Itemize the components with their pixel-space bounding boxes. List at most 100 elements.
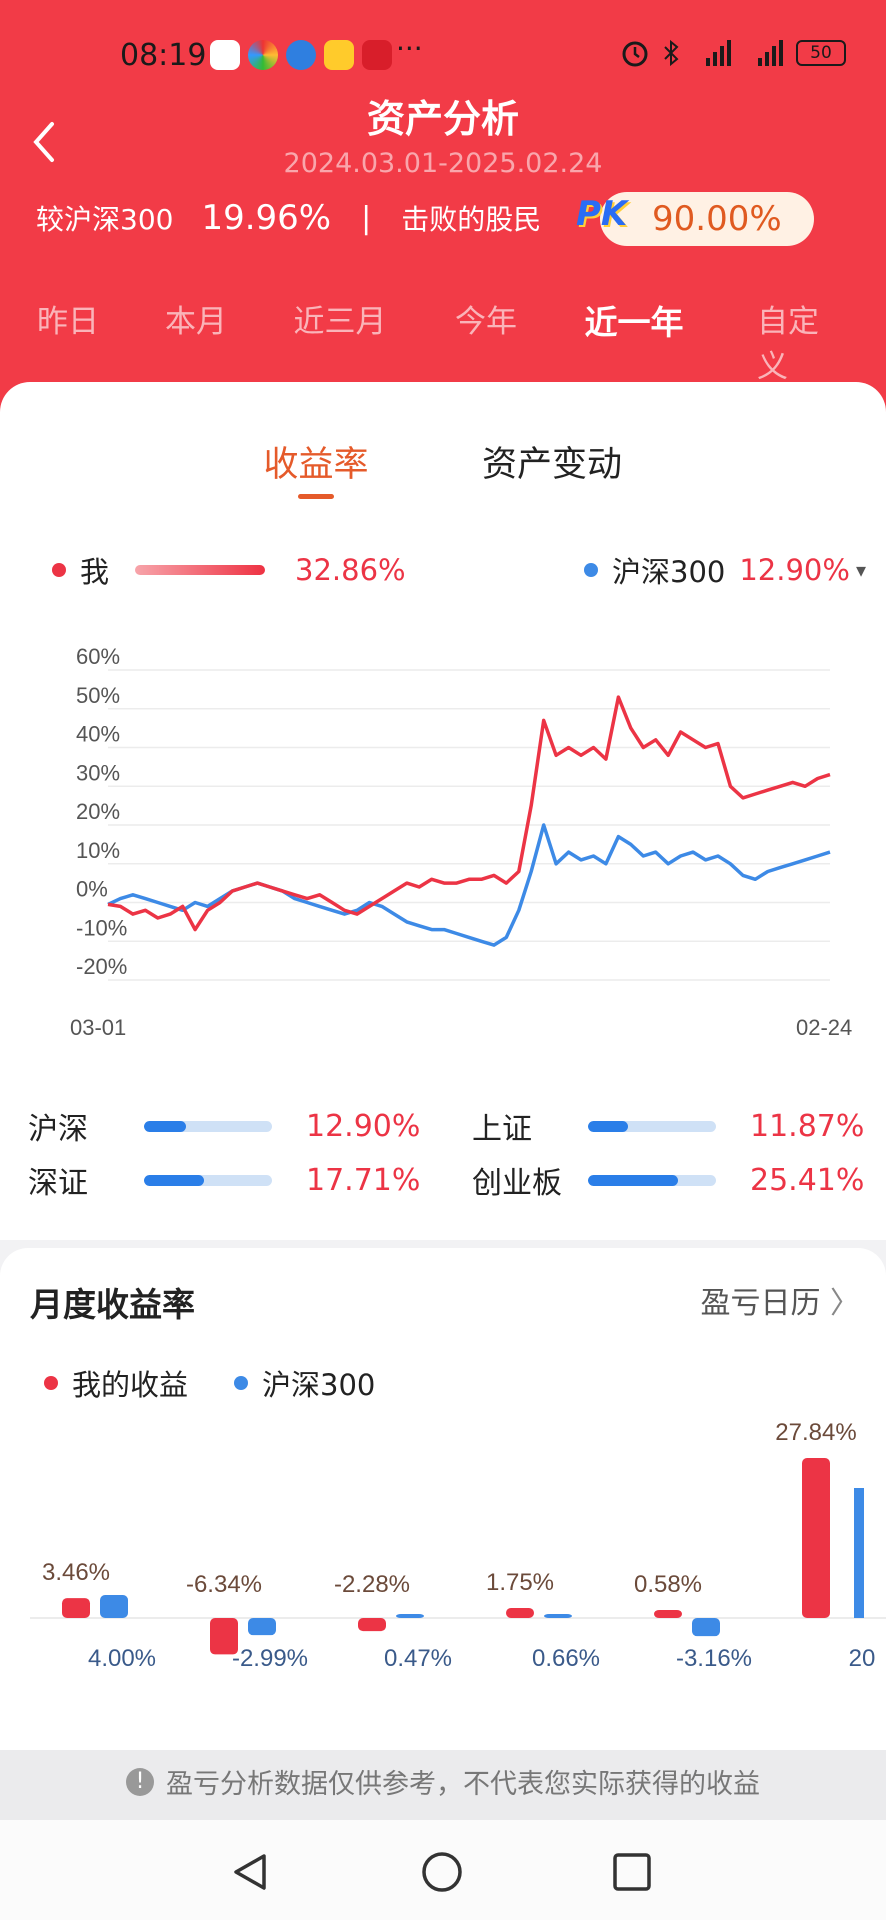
nav-recents-icon[interactable]	[610, 1850, 654, 1894]
y-tick-label: 10%	[76, 838, 120, 863]
signal-icon	[706, 40, 731, 66]
pk-icon: PK	[576, 194, 628, 234]
legend-my-return: 我的收益	[44, 1362, 188, 1404]
period-tabs: 昨日 本月 近三月 今年 近一年 自定义	[0, 296, 886, 385]
hs300-bar	[544, 1614, 572, 1618]
my-return-bar	[506, 1607, 534, 1618]
index-bar-fill	[144, 1120, 187, 1132]
legend-me-value: 32.86%	[295, 553, 406, 587]
index-row: 深证 17.71%	[28, 1158, 420, 1202]
beat-percent-badge[interactable]: 90.00%	[600, 192, 814, 246]
my-return-bar	[62, 1598, 90, 1618]
nav-back-icon[interactable]	[228, 1850, 272, 1894]
hs300-bar	[854, 1488, 864, 1618]
back-icon[interactable]	[24, 112, 64, 172]
my-return-label: -2.28%	[334, 1571, 410, 1598]
index-bar-fill	[144, 1174, 205, 1186]
tab-yesterday[interactable]: 昨日	[37, 304, 99, 340]
index-bar	[588, 1120, 716, 1132]
nav-home-icon[interactable]	[420, 1850, 464, 1894]
my-return-label: 3.46%	[42, 1559, 110, 1586]
system-nav-bar	[0, 1820, 886, 1920]
pnl-calendar-link[interactable]: 盈亏日历 〉	[700, 1278, 860, 1322]
my-return-bar	[654, 1610, 682, 1618]
index-row: 上证 11.87%	[472, 1104, 864, 1148]
battery-icon: 50	[796, 40, 846, 66]
compare-label: 较沪深300	[36, 203, 174, 236]
y-tick-label: 20%	[76, 799, 120, 824]
monthly-card: 月度收益率 盈亏日历 〉 我的收益 沪深300 3.46% 4.00% -6.34%…	[0, 1248, 886, 1750]
legend-me: 我 32.86%	[52, 550, 406, 590]
dropdown-arrow-icon: ▾	[855, 558, 866, 582]
hs300-label: -2.99%	[232, 1645, 308, 1672]
legend-me-label: 我	[80, 555, 110, 589]
hs300-label: 0.47%	[384, 1645, 452, 1672]
index-value: 12.90%	[306, 1108, 421, 1144]
y-tick-label: 30%	[76, 760, 120, 785]
series-line	[107, 823, 831, 947]
return-card: 收益率 资产变动 我 32.86% 沪深300 12.90% ▾ 60% 50% 4…	[0, 382, 886, 1240]
return-line-chart[interactable]: 60% 50% 40% 30% 20% 10% 0% -10% -20% 03-01 02-24	[0, 612, 886, 1052]
tab-three-months[interactable]: 近三月	[293, 304, 387, 340]
tab-one-year[interactable]: 近一年	[584, 303, 684, 342]
x-tick-label: 02-24	[796, 1015, 852, 1040]
blue-dot-icon	[584, 563, 598, 577]
y-tick-label: 50%	[76, 683, 120, 708]
index-label: 上证	[472, 1112, 532, 1147]
disclaimer: ! 盈亏分析数据仅供参考，不代表您实际获得的收益	[0, 1750, 886, 1820]
index-label: 沪深	[28, 1112, 88, 1147]
y-tick-label: 40%	[76, 722, 120, 747]
comparison-row: 较沪深300 19.96% | 击败的股民	[36, 196, 541, 240]
divider: |	[361, 200, 372, 236]
x-tick-label: 03-01	[70, 1015, 126, 1040]
system-icons: 50	[620, 38, 846, 68]
tab-asset-change[interactable]: 资产变动	[481, 445, 623, 485]
tab-custom[interactable]: 自定义	[757, 304, 819, 385]
page-title: 资产分析	[366, 97, 519, 141]
index-row: 创业板 25.41%	[472, 1158, 864, 1202]
y-tick-label: -20%	[76, 954, 127, 979]
header: 08:19 ··· 50 资产分析 2024.03.01-2025.02.24 …	[0, 0, 886, 420]
beat-label: 击败的股民	[401, 203, 542, 236]
alarm-icon	[622, 41, 648, 67]
tab-this-year[interactable]: 今年	[455, 304, 517, 340]
index-bar-fill	[588, 1174, 678, 1186]
disclaimer-text: 盈亏分析数据仅供参考，不代表您实际获得的收益	[166, 1769, 760, 1800]
status-time: 08:19	[120, 38, 207, 73]
info-icon: !	[126, 1767, 154, 1796]
hs300-bar	[100, 1595, 128, 1618]
tab-this-month[interactable]: 本月	[165, 304, 227, 340]
notification-icons	[210, 40, 392, 70]
monthly-title: 月度收益率	[30, 1285, 195, 1324]
my-return-label: -6.34%	[186, 1571, 262, 1598]
hs300-label: -3.16%	[676, 1645, 752, 1672]
index-label: 深证	[28, 1166, 88, 1201]
y-tick-label: 60%	[76, 644, 120, 669]
hs300-bar	[248, 1618, 276, 1636]
more-notifications-icon: ···	[396, 32, 423, 65]
browser-app-icon	[286, 40, 316, 70]
hs300-label: 20	[849, 1645, 876, 1672]
legend-hs300: 沪深300	[234, 1362, 375, 1404]
signal-icon	[758, 40, 783, 66]
blue-dot-icon	[234, 1376, 248, 1390]
legend-hs300[interactable]: 沪深300 12.90% ▾	[584, 550, 866, 590]
hs300-bar	[396, 1614, 424, 1618]
tab-return-rate[interactable]: 收益率	[263, 445, 369, 485]
active-tab-indicator	[298, 494, 334, 499]
my-return-label: 27.84%	[775, 1419, 856, 1446]
pnl-calendar-label: 盈亏日历	[700, 1286, 821, 1321]
index-bar	[588, 1174, 716, 1186]
date-range: 2024.03.01-2025.02.24	[283, 148, 603, 179]
status-bar: 08:19 ··· 50	[0, 30, 886, 80]
index-label: 创业板	[472, 1166, 562, 1201]
my-return-bar	[210, 1618, 238, 1655]
compare-value: 19.96%	[201, 198, 332, 238]
my-return-bar	[802, 1458, 830, 1618]
chevron-right-icon: 〉	[830, 1286, 860, 1321]
monthly-bar-chart[interactable]: 3.46% 4.00% -6.34% -2.99% -2.28% 0.47% 1.75% 0.…	[0, 1418, 886, 1750]
red-dot-icon	[44, 1376, 58, 1390]
legend-hs-label: 沪深300	[612, 555, 726, 589]
legend-my-return-label: 我的收益	[72, 1368, 189, 1402]
index-value: 25.41%	[750, 1162, 865, 1198]
